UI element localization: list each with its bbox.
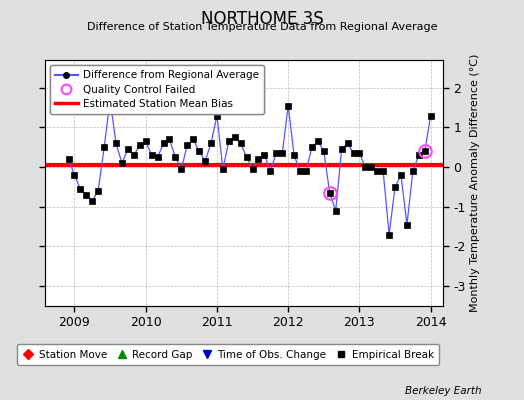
Y-axis label: Monthly Temperature Anomaly Difference (°C): Monthly Temperature Anomaly Difference (…: [470, 54, 480, 312]
Text: Difference of Station Temperature Data from Regional Average: Difference of Station Temperature Data f…: [87, 22, 437, 32]
Legend: Station Move, Record Gap, Time of Obs. Change, Empirical Break: Station Move, Record Gap, Time of Obs. C…: [17, 344, 439, 365]
Legend: Difference from Regional Average, Quality Control Failed, Estimated Station Mean: Difference from Regional Average, Qualit…: [50, 65, 264, 114]
Text: Berkeley Earth: Berkeley Earth: [406, 386, 482, 396]
Text: NORTHOME 3S: NORTHOME 3S: [201, 10, 323, 28]
